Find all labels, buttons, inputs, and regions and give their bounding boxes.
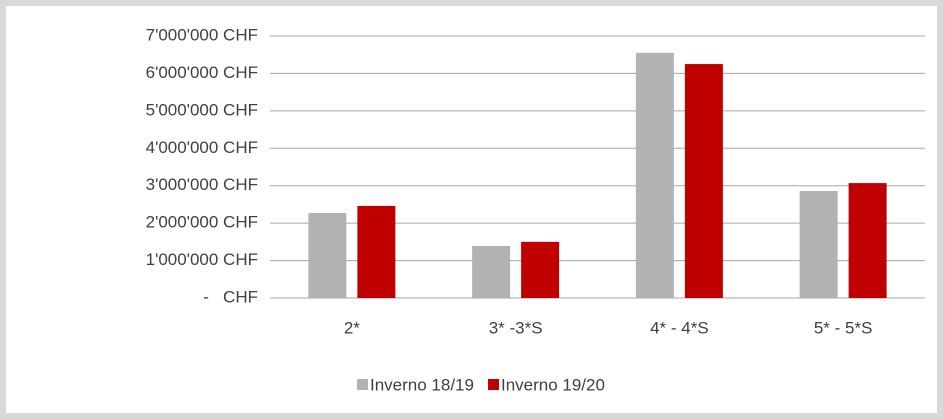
legend-label: Inverno 18/19: [370, 375, 474, 394]
legend-swatch: [487, 379, 499, 390]
y-tick-label: 3'000'000 CHF: [146, 175, 258, 194]
bar: [308, 213, 347, 298]
bar: [635, 52, 674, 298]
bar: [799, 190, 838, 298]
x-tick-label: 2*: [344, 318, 360, 337]
legend-swatch: [357, 379, 368, 390]
y-tick-label: - CHF: [203, 287, 258, 306]
bar: [521, 241, 560, 298]
y-tick-label: 1'000'000 CHF: [146, 250, 258, 269]
y-tick-label: 6'000'000 CHF: [146, 63, 258, 82]
y-tick-label: 4'000'000 CHF: [146, 138, 258, 157]
y-tick-label: 5'000'000 CHF: [146, 100, 258, 119]
y-tick-label: 2'000'000 CHF: [146, 213, 258, 232]
legend-label: Inverno 19/20: [501, 375, 605, 394]
bar: [684, 64, 723, 298]
bar: [848, 183, 887, 298]
y-tick-label: 7'000'000 CHF: [146, 25, 258, 44]
x-tick-label: 5* - 5*S: [814, 318, 873, 337]
x-tick-label: 3* -3*S: [489, 318, 543, 337]
bar: [472, 245, 511, 298]
bar: [357, 205, 396, 298]
x-tick-label: 4* - 4*S: [650, 318, 709, 337]
